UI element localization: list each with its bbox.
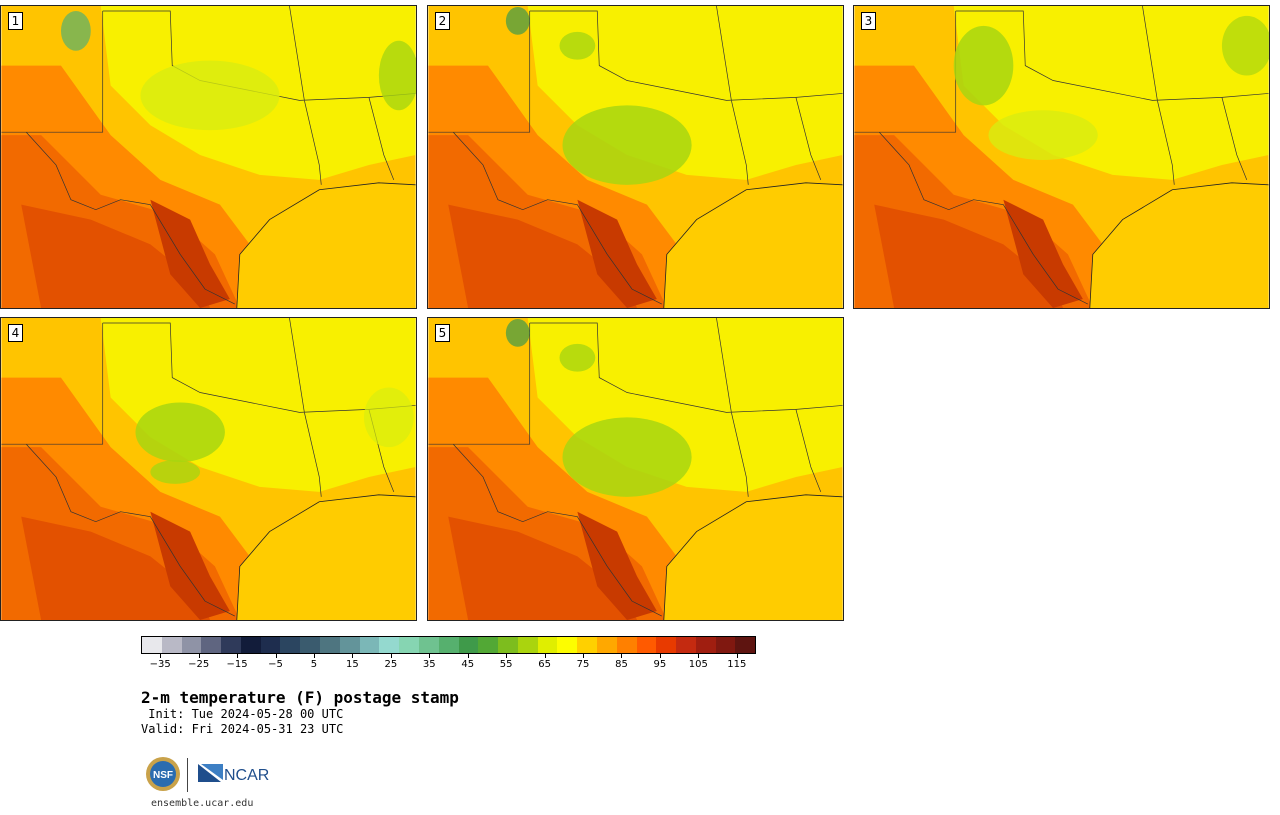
stamp-label: 4 bbox=[8, 324, 23, 342]
colorbar-tick-label: −25 bbox=[188, 659, 210, 670]
colorbar-tick-label: 75 bbox=[576, 659, 590, 670]
stamp-label: 2 bbox=[435, 12, 450, 30]
colorbar-swatch-11 bbox=[359, 637, 380, 653]
colorbar-swatch-18 bbox=[498, 637, 518, 653]
stamp-panel-2[interactable]: 2 bbox=[427, 5, 844, 309]
colorbar-tick-label: 95 bbox=[653, 659, 667, 670]
colorbar-tick bbox=[237, 654, 239, 658]
colorbar-swatch-9 bbox=[320, 637, 340, 653]
colorbar-ticks: −35 −25 −15 −5 5 15 25 35 45 55 65 75 85 95 105 115 bbox=[141, 654, 756, 674]
valid-time: Valid: Fri 2024-05-31 23 UTC bbox=[141, 722, 344, 736]
temperature-map-2 bbox=[428, 6, 843, 308]
colorbar-swatch-10 bbox=[339, 637, 360, 653]
colorbar-swatch-12 bbox=[379, 637, 400, 653]
colorbar-tick bbox=[736, 654, 738, 658]
colorbar-swatch-16 bbox=[458, 637, 479, 653]
nsf-logo: NSF bbox=[146, 757, 180, 791]
colorbar-swatch-3 bbox=[201, 637, 222, 653]
colorbar-swatch-30 bbox=[735, 637, 756, 653]
stamp-label: 1 bbox=[8, 12, 23, 30]
colorbar-tick-label: −5 bbox=[268, 659, 283, 670]
temperature-colorbar bbox=[141, 636, 756, 654]
colorbar-tick bbox=[352, 654, 354, 658]
colorbar-tick-label: 115 bbox=[727, 659, 747, 670]
stamp-label: 3 bbox=[861, 12, 876, 30]
svg-text:NCAR: NCAR bbox=[224, 767, 269, 784]
colorbar-swatch-23 bbox=[596, 637, 617, 653]
colorbar-swatch-24 bbox=[616, 637, 637, 653]
temperature-map-4 bbox=[1, 318, 416, 620]
colorbar-swatch-2 bbox=[181, 637, 202, 653]
temperature-map-3 bbox=[854, 6, 1269, 308]
colorbar-swatch-29 bbox=[715, 637, 736, 653]
stamp-panel-5[interactable]: 5 bbox=[427, 317, 844, 621]
svg-text:NSF: NSF bbox=[153, 770, 173, 781]
colorbar-swatch-28 bbox=[695, 637, 716, 653]
colorbar-swatch-17 bbox=[478, 637, 499, 653]
colorbar-swatch-7 bbox=[280, 637, 301, 653]
colorbar-tick-label: 55 bbox=[499, 659, 513, 670]
colorbar-tick bbox=[390, 654, 392, 658]
colorbar-tick-label: 25 bbox=[384, 659, 398, 670]
colorbar-tick bbox=[198, 654, 200, 658]
colorbar-tick-label: 105 bbox=[688, 659, 708, 670]
colorbar-tick-label: 15 bbox=[346, 659, 359, 670]
site-url[interactable]: ensemble.ucar.edu bbox=[151, 798, 254, 809]
ncar-logo: NCAR bbox=[198, 764, 269, 784]
colorbar-swatch-22 bbox=[577, 637, 597, 653]
logo-divider bbox=[187, 758, 188, 792]
temperature-map-1 bbox=[1, 6, 416, 308]
colorbar-swatch-5 bbox=[240, 637, 261, 653]
colorbar-tick bbox=[467, 654, 469, 658]
colorbar-tick bbox=[313, 654, 315, 658]
colorbar-tick bbox=[429, 654, 431, 658]
colorbar-swatch-4 bbox=[221, 637, 241, 653]
stamp-panel-1[interactable]: 1 bbox=[0, 5, 417, 309]
colorbar-tick bbox=[544, 654, 546, 658]
colorbar-swatch-14 bbox=[418, 637, 439, 653]
colorbar-swatch-20 bbox=[537, 637, 558, 653]
colorbar-swatch-0 bbox=[142, 637, 162, 653]
plot-title: 2-m temperature (F) postage stamp bbox=[141, 688, 459, 707]
init-time: Init: Tue 2024-05-28 00 UTC bbox=[141, 707, 344, 721]
colorbar-tick bbox=[275, 654, 277, 658]
colorbar-tick-label: −35 bbox=[149, 659, 171, 670]
colorbar-swatch-13 bbox=[399, 637, 419, 653]
colorbar-swatch-19 bbox=[517, 637, 538, 653]
colorbar-swatch-21 bbox=[557, 637, 578, 653]
colorbar-tick bbox=[506, 654, 508, 658]
colorbar-tick bbox=[659, 654, 661, 658]
colorbar-swatch-26 bbox=[656, 637, 677, 653]
colorbar-swatch-1 bbox=[161, 637, 182, 653]
colorbar-swatch-6 bbox=[260, 637, 281, 653]
colorbar-tick-label: 35 bbox=[422, 659, 436, 670]
stamp-panel-3[interactable]: 3 bbox=[853, 5, 1270, 309]
colorbar-tick bbox=[621, 654, 623, 658]
colorbar-tick bbox=[160, 654, 162, 658]
colorbar-swatch-8 bbox=[300, 637, 321, 653]
colorbar-swatch-15 bbox=[438, 637, 459, 653]
colorbar-tick-label: 45 bbox=[461, 659, 475, 670]
colorbar-tick bbox=[698, 654, 700, 658]
colorbar-swatch-27 bbox=[676, 637, 696, 653]
colorbar-swatch-25 bbox=[636, 637, 657, 653]
colorbar-tick-label: 65 bbox=[538, 659, 551, 670]
colorbar-tick-label: 85 bbox=[615, 659, 628, 670]
temperature-map-5 bbox=[428, 318, 843, 620]
colorbar-tick-label: −15 bbox=[226, 659, 248, 670]
colorbar-tick-label: 5 bbox=[310, 659, 318, 670]
colorbar-tick bbox=[583, 654, 585, 658]
stamp-label: 5 bbox=[435, 324, 450, 342]
stamp-panel-4[interactable]: 4 bbox=[0, 317, 417, 621]
